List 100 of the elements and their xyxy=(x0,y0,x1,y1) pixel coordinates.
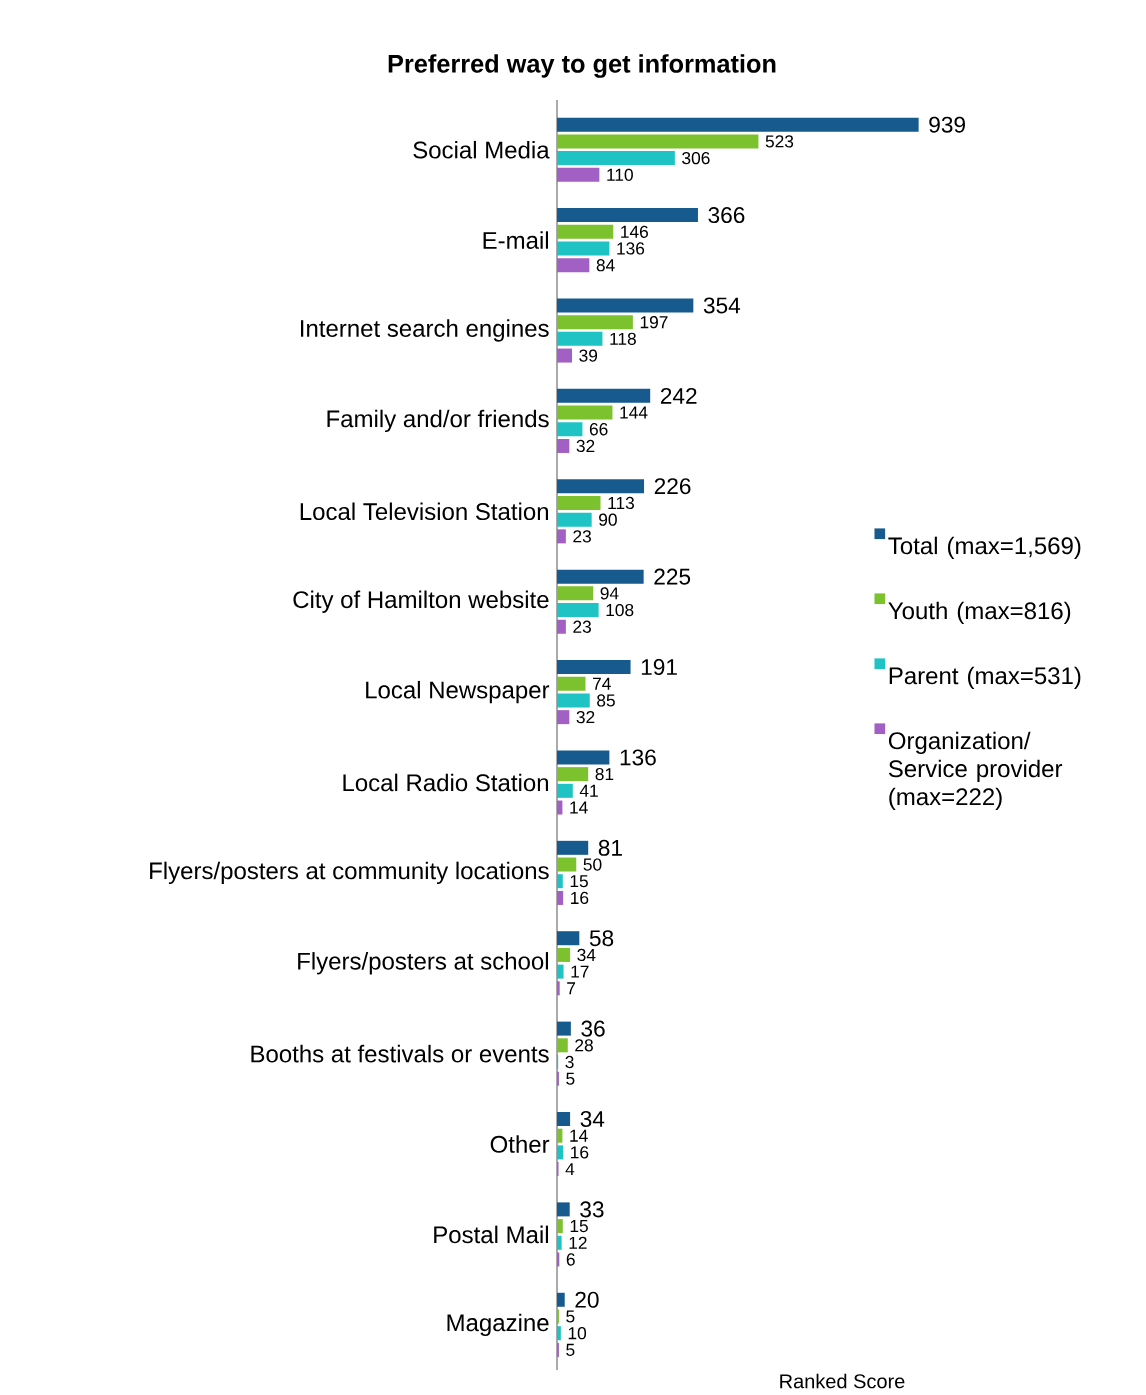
bar xyxy=(557,800,563,815)
data-label: 6 xyxy=(566,1253,575,1266)
data-label: 34 xyxy=(577,948,596,962)
bar xyxy=(557,422,583,437)
data-label: 144 xyxy=(620,406,648,419)
y-tick-label: Postal Mail xyxy=(434,1225,548,1244)
bar xyxy=(557,890,564,905)
data-label: 366 xyxy=(708,207,745,224)
data-label: 354 xyxy=(703,297,741,314)
data-label: 118 xyxy=(610,332,636,345)
data-label: 39 xyxy=(579,349,598,362)
bar xyxy=(557,1292,565,1307)
bar xyxy=(557,224,614,239)
bar xyxy=(557,676,586,691)
y-tick-label: Other xyxy=(490,1135,550,1153)
bar xyxy=(557,1219,563,1234)
y-tick-label: Flyers/posters at community locations xyxy=(150,861,549,885)
data-label: 15 xyxy=(570,1220,588,1233)
data-label: 74 xyxy=(593,677,611,690)
bar xyxy=(557,167,600,182)
bar xyxy=(557,767,589,782)
data-label: 81 xyxy=(598,839,622,856)
data-label: 5 xyxy=(566,1072,575,1085)
data-label: 108 xyxy=(606,603,634,617)
x-axis-title: Ranked Score xyxy=(780,1373,905,1389)
data-label: 191 xyxy=(641,659,677,676)
data-label: 197 xyxy=(640,316,668,329)
data-label: 136 xyxy=(620,749,656,766)
data-label: 66 xyxy=(589,423,608,436)
bar xyxy=(557,529,566,544)
data-label: 94 xyxy=(600,587,619,600)
data-label: 23 xyxy=(573,620,591,633)
bar xyxy=(557,710,570,725)
data-label: 14 xyxy=(570,1129,588,1142)
y-tick-label: Booths at festivals or events xyxy=(251,1044,549,1063)
bar xyxy=(557,931,580,946)
bar xyxy=(557,298,694,313)
y-tick-label: Local Newspaper xyxy=(366,680,550,704)
data-label: 14 xyxy=(570,801,588,814)
data-label: 28 xyxy=(575,1039,593,1052)
data-label: 242 xyxy=(660,387,697,404)
data-label: 84 xyxy=(596,259,615,272)
data-label: 4 xyxy=(565,1163,575,1176)
bar xyxy=(557,693,590,708)
y-tick-label: Magazine xyxy=(447,1313,549,1337)
data-label: 7 xyxy=(567,982,576,995)
bar xyxy=(557,348,573,363)
data-label: 5 xyxy=(566,1310,575,1323)
legend-label: Youth (max=816) xyxy=(888,601,1071,625)
bar xyxy=(557,208,698,223)
data-label: 34 xyxy=(580,1110,605,1128)
bar xyxy=(557,874,563,889)
data-label: 110 xyxy=(607,168,633,181)
y-tick-label: Flyers/posters at school xyxy=(298,952,548,975)
bar xyxy=(557,981,560,996)
data-label: 85 xyxy=(597,694,615,707)
bar xyxy=(557,512,592,527)
data-label: 5 xyxy=(566,1343,575,1356)
data-label: 113 xyxy=(608,496,634,510)
y-tick-label: Local Television Station xyxy=(300,502,549,521)
bar xyxy=(557,405,613,420)
data-label: 16 xyxy=(571,1146,589,1159)
data-label: 33 xyxy=(580,1201,604,1218)
bar xyxy=(557,1112,571,1126)
data-label: 17 xyxy=(571,965,589,978)
bar xyxy=(557,586,594,601)
data-label: 3 xyxy=(565,1055,574,1069)
data-label: 58 xyxy=(589,930,614,947)
data-label: 226 xyxy=(654,478,691,495)
bar xyxy=(557,619,566,634)
data-label: 15 xyxy=(570,875,588,888)
y-tick-label: Local Radio Station xyxy=(343,773,549,792)
legend-label: Organization/ Service provider (max=222) xyxy=(888,731,1063,811)
data-label: 81 xyxy=(595,768,614,781)
data-label: 36 xyxy=(581,1020,605,1037)
bar xyxy=(557,1202,570,1217)
bar xyxy=(557,388,651,403)
data-label: 10 xyxy=(568,1327,587,1340)
bar xyxy=(557,1021,571,1036)
bar xyxy=(557,438,570,453)
data-label: 23 xyxy=(573,530,591,543)
bar xyxy=(557,840,589,855)
data-label: 41 xyxy=(579,784,598,797)
bar xyxy=(557,947,571,962)
y-tick-label: City of Hamilton website xyxy=(293,590,549,613)
bar xyxy=(557,660,631,675)
y-tick-label: Social Media xyxy=(413,140,550,159)
bar xyxy=(557,331,603,346)
bar xyxy=(557,1235,562,1250)
bar xyxy=(557,1038,568,1053)
legend-label: Parent (max=531) xyxy=(889,666,1081,690)
bar xyxy=(557,1326,561,1341)
y-tick-label: E-mail xyxy=(483,231,549,249)
data-label: 146 xyxy=(621,225,648,238)
bar xyxy=(557,151,675,166)
data-label: 523 xyxy=(765,135,794,148)
data-label: 90 xyxy=(599,513,617,526)
legend-label: Total (max=1,569) xyxy=(888,536,1081,560)
bar xyxy=(557,1128,563,1143)
bar xyxy=(557,241,610,256)
